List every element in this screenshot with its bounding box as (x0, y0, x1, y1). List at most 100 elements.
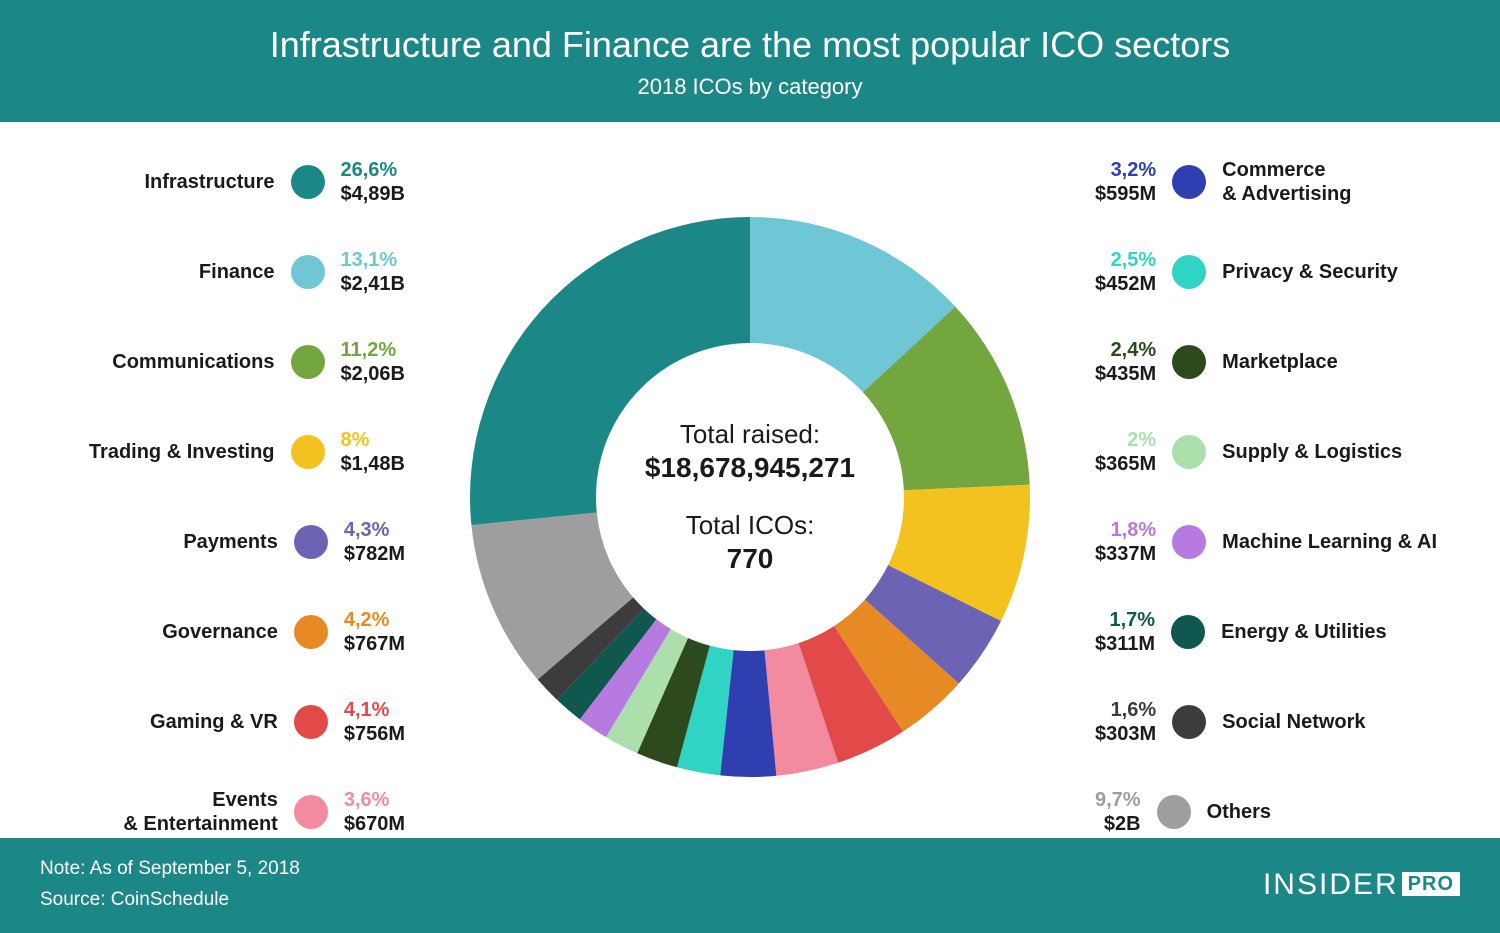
legend-values: 1,8%$337M (1095, 518, 1156, 566)
legend-values: 3,6%$670M (344, 788, 405, 836)
legend-label: Trading & Investing (60, 440, 275, 464)
legend-values: 3,2%$595M (1095, 158, 1156, 206)
legend-item: Infrastructure 26,6%$4,89B (60, 158, 405, 206)
legend-dot (1172, 255, 1206, 289)
legend-label: Infrastructure (60, 170, 275, 194)
legend-label: Communications (60, 350, 275, 374)
legend-item: Others 9,7%$2B (1095, 788, 1440, 836)
center-label-2: Total ICOs: (645, 510, 855, 541)
legend-amount: $2,41B (341, 272, 406, 296)
footer: Note: As of September 5, 2018 Source: Co… (0, 838, 1500, 933)
legend-percent: 3,6% (344, 788, 390, 812)
legend-label: Governance (60, 620, 278, 644)
legend-values: 9,7%$2B (1095, 788, 1141, 836)
legend-item: Gaming & VR 4,1%$756M (60, 698, 405, 746)
legend-percent: 26,6% (341, 158, 398, 182)
legend-values: 8%$1,48B (341, 428, 406, 476)
center-value-1: $18,678,945,271 (645, 452, 855, 484)
legend-dot (294, 705, 328, 739)
legend-values: 1,6%$303M (1095, 698, 1156, 746)
chart-center-text: Total raised: $18,678,945,271 Total ICOs… (645, 419, 855, 575)
legend-values: 2%$365M (1095, 428, 1156, 476)
legend-label: Social Network (1222, 710, 1440, 734)
legend-dot (291, 435, 325, 469)
legend-item: Payments 4,3%$782M (60, 518, 405, 566)
legend-item: Events& Entertainment 3,6%$670M (60, 788, 405, 836)
legend-dot (1172, 705, 1206, 739)
legend-dot (1157, 795, 1191, 829)
header-subtitle: 2018 ICOs by category (0, 74, 1500, 100)
legend-label: Supply & Logistics (1222, 440, 1440, 464)
footer-note: Note: As of September 5, 2018 (40, 854, 300, 884)
legend-item: Commerce& Advertising 3,2%$595M (1095, 158, 1440, 206)
legend-dot (294, 525, 328, 559)
legend-label: Privacy & Security (1222, 260, 1440, 284)
legend-label: Payments (60, 530, 278, 554)
legend-percent: 1,6% (1111, 698, 1157, 722)
legend-percent: 13,1% (341, 248, 398, 272)
legend-percent: 1,8% (1111, 518, 1157, 542)
legend-values: 11,2%$2,06B (341, 338, 406, 386)
footer-source: Source: CoinSchedule (40, 885, 300, 915)
legend-dot (294, 795, 328, 829)
legend-amount: $435M (1095, 362, 1156, 386)
legend-item: Privacy & Security 2,5%$452M (1095, 248, 1440, 296)
legend-amount: $2B (1104, 812, 1141, 836)
legend-dot (1172, 345, 1206, 379)
legend-label: Marketplace (1222, 350, 1440, 374)
legend-amount: $303M (1095, 722, 1156, 746)
legend-label: Events& Entertainment (60, 788, 278, 836)
legend-label: Finance (60, 260, 275, 284)
legend-percent: 4,3% (344, 518, 390, 542)
legend-amount: $756M (344, 722, 405, 746)
legend-item: Trading & Investing 8%$1,48B (60, 428, 405, 476)
center-value-2: 770 (645, 543, 855, 575)
legend-label: Others (1207, 800, 1440, 824)
legend-values: 4,3%$782M (344, 518, 405, 566)
legend-values: 2,5%$452M (1095, 248, 1156, 296)
brand-text: INSIDER (1263, 868, 1399, 901)
legend-amount: $337M (1095, 542, 1156, 566)
legend-dot (291, 165, 325, 199)
legend-dot (1171, 615, 1205, 649)
legend-amount: $365M (1095, 452, 1156, 476)
donut-chart: Total raised: $18,678,945,271 Total ICOs… (440, 187, 1060, 807)
legend-item: Governance 4,2%$767M (60, 608, 405, 656)
legend-dot (294, 615, 328, 649)
legend-label: Commerce& Advertising (1222, 158, 1440, 206)
legend-amount: $4,89B (341, 182, 406, 206)
legend-amount: $782M (344, 542, 405, 566)
legend-item: Supply & Logistics 2%$365M (1095, 428, 1440, 476)
legend-right: Commerce& Advertising 3,2%$595M Privacy & … (1095, 158, 1440, 836)
legend-label: Energy & Utilities (1221, 620, 1440, 644)
header: Infrastructure and Finance are the most … (0, 0, 1500, 122)
legend-item: Social Network 1,6%$303M (1095, 698, 1440, 746)
legend-left: Infrastructure 26,6%$4,89B Finance 13,1%$2,… (60, 158, 405, 836)
legend-label: Gaming & VR (60, 710, 278, 734)
legend-item: Machine Learning & AI 1,8%$337M (1095, 518, 1440, 566)
legend-percent: 4,2% (344, 608, 390, 632)
legend-percent: 9,7% (1095, 788, 1141, 812)
legend-values: 1,7%$311M (1095, 608, 1155, 656)
legend-dot (1172, 525, 1206, 559)
legend-label: Machine Learning & AI (1222, 530, 1440, 554)
legend-amount: $1,48B (341, 452, 406, 476)
legend-values: 2,4%$435M (1095, 338, 1156, 386)
legend-dot (1172, 165, 1206, 199)
brand-logo: INSIDERPRO (1263, 868, 1460, 902)
legend-percent: 2% (1127, 428, 1156, 452)
legend-item: Finance 13,1%$2,41B (60, 248, 405, 296)
header-title: Infrastructure and Finance are the most … (0, 24, 1500, 66)
legend-percent: 2,4% (1111, 338, 1157, 362)
content: Infrastructure 26,6%$4,89B Finance 13,1%$2,… (0, 150, 1500, 843)
legend-percent: 1,7% (1109, 608, 1155, 632)
footer-left: Note: As of September 5, 2018 Source: Co… (40, 854, 300, 915)
brand-suffix: PRO (1402, 872, 1460, 896)
legend-values: 4,2%$767M (344, 608, 405, 656)
legend-amount: $767M (344, 632, 405, 656)
legend-amount: $670M (344, 812, 405, 836)
legend-values: 4,1%$756M (344, 698, 405, 746)
legend-percent: 3,2% (1111, 158, 1157, 182)
legend-item: Marketplace 2,4%$435M (1095, 338, 1440, 386)
center-label-1: Total raised: (645, 419, 855, 450)
